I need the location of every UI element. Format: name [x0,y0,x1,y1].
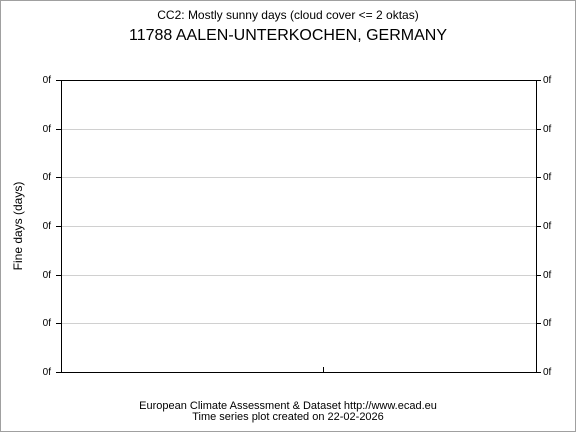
y2-tick-label: 0f [543,172,552,183]
chart-subtitle: 11788 AALEN-UNTERKOCHEN, GERMANY [129,27,447,44]
y-tick-label: 0f [43,367,52,378]
chart-title: CC2: Mostly sunny days (cloud cover <= 2… [157,8,418,22]
y-axis-label: Fine days (days) [11,182,25,271]
y-tick-label: 0f [43,172,52,183]
y2-tick-label: 0f [543,221,552,232]
y-tick-label: 0f [43,221,52,232]
y-tick-label: 0f [43,75,52,86]
y2-tick-label: 0f [543,75,552,86]
plot-area [61,80,537,373]
y2-tick-label: 0f [543,367,552,378]
footer-note: European Climate Assessment & Dataset ht… [139,400,437,412]
footer-note: Time series plot created on 22-02-2026 [192,411,384,423]
y2-tick-label: 0f [543,318,552,329]
y-tick-label: 0f [43,318,52,329]
y2-tick-label: 0f [543,124,552,135]
y-tick-label: 0f [43,270,52,281]
y-tick-label: 0f [43,124,52,135]
y2-tick-label: 0f [543,270,552,281]
